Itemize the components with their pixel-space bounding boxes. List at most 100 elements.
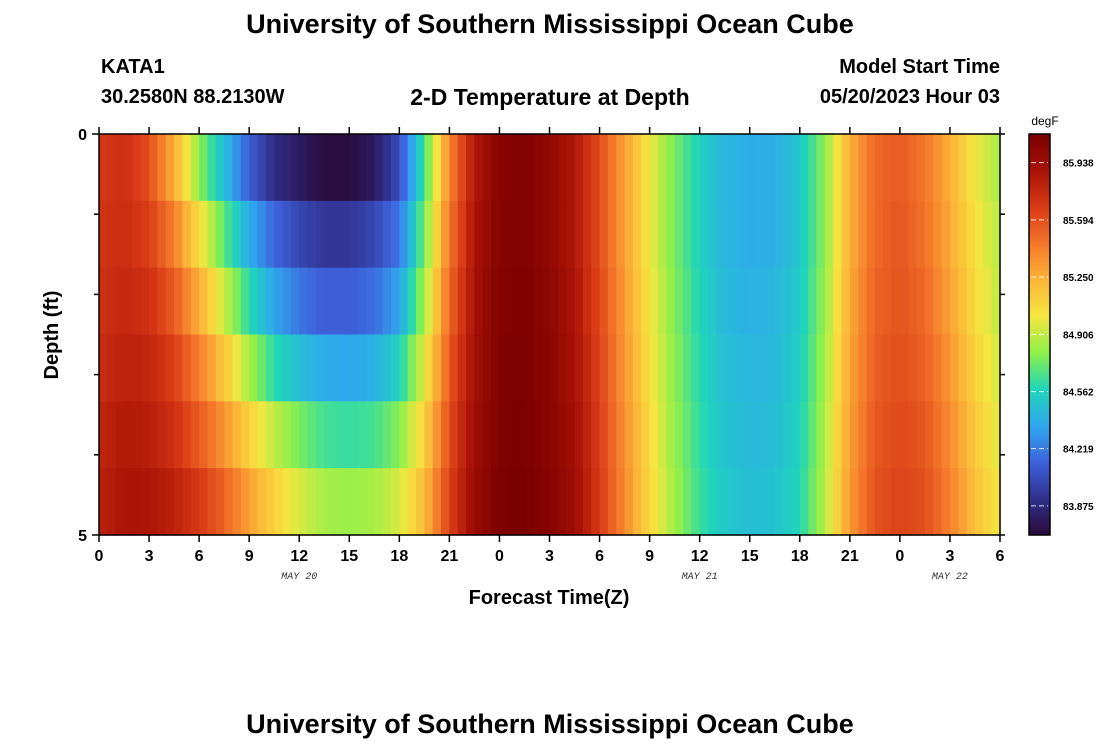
heatmap-cell: [315, 401, 325, 469]
heatmap-cell: [557, 401, 567, 469]
heatmap-cell: [766, 401, 776, 469]
heatmap-cell: [949, 267, 959, 336]
heatmap-cell: [783, 468, 793, 536]
heatmap-cell: [307, 334, 317, 402]
heatmap-cell: [574, 134, 584, 202]
heatmap-cell: [332, 468, 342, 536]
heatmap-cell: [824, 267, 834, 336]
heatmap-cell: [482, 134, 492, 202]
heatmap-cell: [908, 200, 918, 269]
x-tick-label: 6: [996, 548, 1005, 565]
colorbar-label: 83.875: [1063, 502, 1094, 513]
heatmap-cell: [699, 334, 709, 402]
heatmap-cell: [199, 200, 209, 269]
heatmap-cell: [432, 334, 442, 402]
heatmap-cell: [599, 267, 609, 336]
heatmap-cell: [649, 200, 659, 269]
heatmap-cell: [616, 401, 626, 469]
heatmap-cell: [224, 267, 234, 336]
heatmap-cell: [349, 134, 359, 202]
heatmap-cell: [532, 200, 542, 269]
heatmap-cell: [799, 134, 809, 202]
heatmap-cell: [340, 468, 350, 536]
heatmap-cell: [374, 468, 384, 536]
heatmap-cell: [99, 200, 108, 269]
model-start-label: Model Start Time: [839, 56, 1000, 78]
heatmap-cell: [833, 267, 843, 336]
heatmap-cell: [849, 134, 859, 202]
heatmap-cell: [824, 468, 834, 536]
heatmap-cell: [499, 334, 509, 402]
heatmap-cell: [382, 468, 392, 536]
heatmap-cell: [649, 468, 659, 536]
heatmap-cell: [799, 200, 809, 269]
page-title: University of Southern Mississippi Ocean…: [246, 9, 854, 39]
heatmap-cell: [491, 134, 501, 202]
heatmap-cell: [199, 267, 209, 336]
heatmap-cell: [182, 401, 192, 469]
heatmap-cell: [974, 267, 984, 336]
heatmap-cell: [758, 267, 767, 336]
heatmap-cell: [424, 200, 434, 269]
x-tick-label: 18: [791, 548, 809, 565]
heatmap-cell: [749, 401, 759, 469]
heatmap-cell: [257, 401, 267, 469]
heatmap-cell: [365, 334, 375, 402]
heatmap-cell: [908, 334, 918, 402]
heatmap-cell: [682, 468, 692, 536]
heatmap-cell: [182, 468, 192, 536]
heatmap-cell: [140, 267, 150, 336]
heatmap-cell: [933, 200, 943, 269]
heatmap-cell: [716, 468, 726, 536]
heatmap-cell: [924, 468, 934, 536]
heatmap-cell: [616, 134, 626, 202]
heatmap-cell: [240, 334, 250, 402]
heatmap-cell: [149, 401, 158, 469]
heatmap-cell: [841, 468, 851, 536]
heatmap-cell: [933, 267, 943, 336]
heatmap-cell: [457, 267, 467, 336]
heatmap-cell: [224, 401, 234, 469]
heatmap-cell: [557, 468, 567, 536]
heatmap-cell: [99, 334, 108, 402]
heatmap-cell: [249, 200, 259, 269]
heatmap-cell: [174, 468, 184, 536]
heatmap-cell: [974, 401, 984, 469]
station-id: KATA1: [101, 56, 165, 78]
heatmap-cell: [382, 200, 392, 269]
heatmap-cell: [949, 468, 959, 536]
heatmap-cell: [516, 267, 526, 336]
heatmap-cell: [833, 468, 843, 536]
heatmap-cell: [724, 134, 734, 202]
heatmap-cell: [416, 267, 425, 336]
heatmap-cell: [165, 334, 175, 402]
heatmap-cell: [991, 468, 1001, 536]
heatmap-cell: [941, 134, 951, 202]
heatmap-cell: [215, 267, 225, 336]
heatmap-cell: [899, 134, 909, 202]
heatmap-cell: [916, 468, 926, 536]
x-tick-label: 12: [691, 548, 709, 565]
heatmap-cell: [958, 334, 968, 402]
heatmap-cell: [849, 401, 859, 469]
heatmap-cell: [282, 200, 292, 269]
heatmap-cell: [849, 200, 859, 269]
heatmap-cell: [482, 200, 492, 269]
heatmap-cell: [808, 468, 818, 536]
heatmap-cell: [591, 200, 601, 269]
heatmap-cell: [607, 334, 617, 402]
heatmap-cell: [457, 200, 467, 269]
heatmap-cell: [966, 401, 976, 469]
heatmap-cell: [507, 134, 517, 202]
heatmap-cell: [140, 468, 150, 536]
heatmap-cell: [632, 267, 642, 336]
heatmap-cell: [699, 134, 709, 202]
heatmap-cell: [290, 334, 300, 402]
heatmap-cell: [132, 267, 142, 336]
heatmap-cell: [557, 134, 567, 202]
heatmap-cell: [724, 334, 734, 402]
heatmap-cell: [624, 401, 634, 469]
heatmap-cell: [816, 468, 826, 536]
heatmap-cell: [399, 401, 409, 469]
heatmap-cell: [808, 334, 818, 402]
